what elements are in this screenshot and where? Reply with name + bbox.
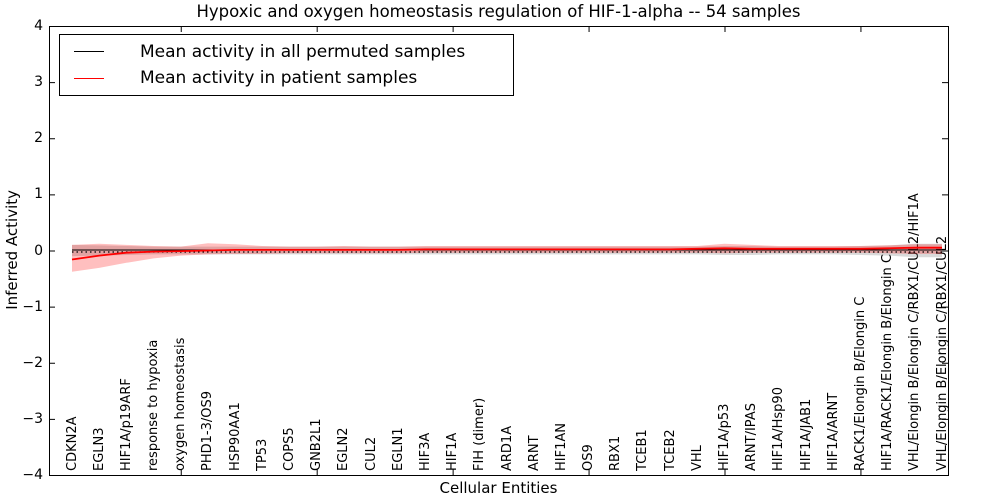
x-tick-label: ARNT/IPAS [744, 403, 760, 471]
y-tick-label: 3 [34, 74, 43, 91]
x-tick-label: HIF1A/Hsp90 [771, 387, 787, 471]
legend-entry-label: Mean activity in patient samples [140, 68, 418, 89]
x-tick-label: oxygen homeostasis [173, 337, 189, 471]
y-tick-label: 2 [34, 130, 43, 147]
x-tick-label: ARNT [526, 435, 542, 471]
x-tick-label: HIF1A [445, 432, 461, 471]
y-tick-label: −3 [22, 410, 43, 427]
x-tick-label: HIF1A/p53 [717, 403, 732, 471]
y-tick-label: 1 [34, 186, 43, 203]
x-tick-label: HIF3A [417, 432, 433, 471]
x-tick-label: VHL/Elongin B/Elongin C/RBX1/CUL2 [934, 235, 950, 471]
x-tick-label: OS9 [581, 444, 597, 471]
x-tick-label: HIF1A/RACK1/Elongin B/Elongin C [880, 254, 896, 471]
x-tick-label: RBX1 [608, 435, 624, 471]
x-tick-label: HIF1A/p19ARF [118, 378, 134, 471]
band-series-0 [72, 243, 942, 258]
x-tick-label: HIF1A/JAB1 [798, 398, 814, 471]
legend-entry: Mean activity in patient samples [74, 68, 513, 88]
legend-line-icon [74, 51, 104, 53]
x-tick-label: FIH (dimer) [472, 397, 488, 471]
x-tick-label: CDKN2A [64, 416, 80, 471]
y-tick-label: 0 [34, 242, 43, 259]
x-tick-label: GNB2L1 [309, 418, 325, 471]
x-tick-label: TCEB1 [635, 429, 651, 471]
x-tick-label: TCEB2 [662, 429, 678, 471]
x-tick-label: VHL [689, 445, 705, 471]
legend-line-icon [74, 77, 104, 79]
x-tick-label: EGLN3 [91, 427, 107, 471]
x-tick-label: RACK1/Elongin B/Elongin C [852, 296, 868, 471]
legend-entry: Mean activity in all permuted samples [74, 42, 513, 62]
band-series-1 [72, 243, 942, 272]
x-tick-label: HSP90AA1 [227, 402, 243, 471]
x-tick-label: response to hypoxia [146, 339, 162, 471]
x-tick-label: HIF1AN [553, 423, 569, 471]
x-tick-label: VHL/Elongin B/Elongin C/RBX1/CUL2/HIF1A [907, 193, 923, 471]
x-tick-label: ARD1A [499, 425, 515, 471]
y-tick-label: 4 [34, 18, 43, 34]
chart-title: Hypoxic and oxygen homeostasis regulatio… [196, 2, 801, 21]
legend: Mean activity in all permuted samples Mea… [59, 34, 514, 96]
y-tick-label: −4 [22, 467, 43, 483]
x-tick-label: PHD1-3/OS9 [200, 391, 216, 471]
x-tick-label: CUL2 [363, 436, 379, 471]
x-tick-label: EGLN1 [390, 427, 406, 471]
legend-entry-label: Mean activity in all permuted samples [140, 41, 466, 62]
x-tick-label: TP53 [254, 438, 270, 471]
x-tick-label: COPS5 [282, 427, 297, 471]
line-series-1 [71, 246, 942, 261]
y-tick-label: −2 [22, 354, 43, 371]
x-axis-label: Cellular Entities [439, 479, 558, 497]
x-tick-label: HIF1A/ARNT [825, 392, 841, 471]
y-tick-label: −1 [22, 298, 43, 315]
x-tick-label: EGLN2 [336, 427, 352, 471]
